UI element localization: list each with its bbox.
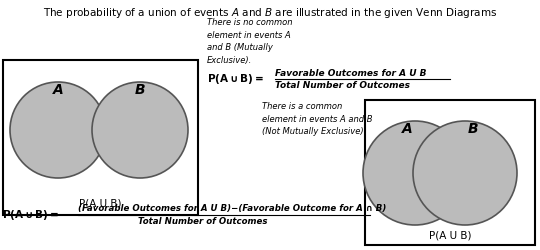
Circle shape [92, 82, 188, 178]
Circle shape [363, 121, 467, 225]
Text: Favorable Outcomes for A U B: Favorable Outcomes for A U B [275, 68, 427, 78]
Text: B: B [468, 122, 478, 136]
Text: A: A [52, 83, 63, 97]
Text: The probability of a union of events $A$ and $B$ are illustrated in the given Ve: The probability of a union of events $A$… [43, 6, 497, 20]
Text: $\mathbf{P(A \cup B)}$$\mathbf{ = }$: $\mathbf{P(A \cup B)}$$\mathbf{ = }$ [2, 208, 59, 222]
FancyBboxPatch shape [3, 60, 198, 215]
Circle shape [10, 82, 106, 178]
Circle shape [413, 121, 517, 225]
Text: Total Number of Outcomes: Total Number of Outcomes [275, 82, 410, 90]
Text: There is a common
element in events A and B
(Not Mutually Exclusive).: There is a common element in events A an… [262, 102, 373, 136]
FancyBboxPatch shape [365, 100, 535, 245]
Text: (Favorable Outcomes for A U B)−(Favorable Outcome for A ∩ B): (Favorable Outcomes for A U B)−(Favorabl… [78, 204, 387, 214]
Text: A: A [402, 122, 413, 136]
Text: B: B [134, 83, 145, 97]
Text: P(A U B): P(A U B) [79, 198, 122, 208]
Text: P(A U B): P(A U B) [429, 230, 471, 240]
Text: $\mathbf{P(A \cup B)}$$\mathbf{ = }$: $\mathbf{P(A \cup B)}$$\mathbf{ = }$ [207, 72, 264, 86]
Text: Total Number of Outcomes: Total Number of Outcomes [138, 218, 267, 226]
Text: There is no common
element in events A
and B (Mutually
Exclusive).: There is no common element in events A a… [207, 18, 293, 64]
